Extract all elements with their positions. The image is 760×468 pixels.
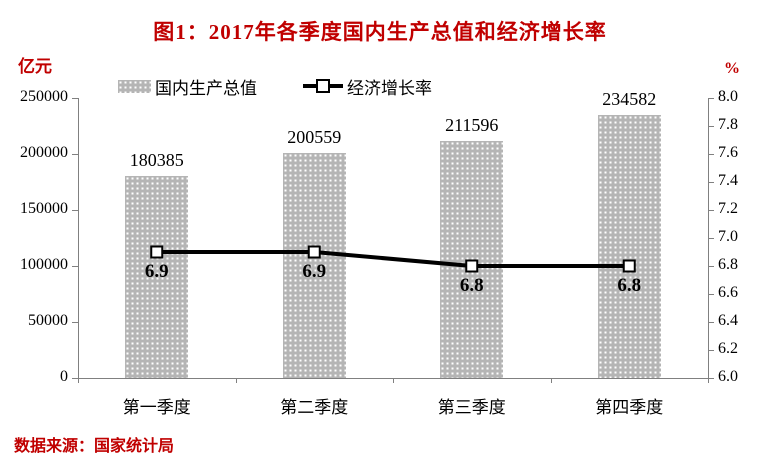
right-axis-tick (709, 322, 714, 323)
right-axis-tick-label: 7.6 (718, 144, 738, 161)
right-axis-tick-label: 6.6 (718, 284, 738, 301)
left-axis-tick (72, 98, 78, 99)
right-axis-tick-label: 6.8 (718, 256, 738, 273)
left-axis-tick-label: 150000 (20, 200, 68, 217)
x-axis-tick (550, 378, 552, 383)
left-axis-tick-label: 50000 (28, 312, 68, 329)
left-axis-tick-label: 100000 (20, 256, 68, 273)
right-axis-tick (709, 238, 714, 239)
line-marker-icon (150, 245, 164, 259)
right-axis-tick (709, 98, 714, 99)
bar-value-label: 180385 (129, 149, 184, 170)
left-axis-tick (72, 322, 78, 323)
x-axis-tick (235, 378, 237, 383)
right-axis-tick-label: 7.2 (718, 200, 738, 217)
left-axis-unit-label: 亿元 (18, 57, 52, 76)
bar (440, 141, 504, 378)
legend-label-growth-rate: 经济增长率 (347, 78, 432, 98)
x-category-label: 第四季度 (595, 398, 664, 417)
right-axis-tick-label: 6.0 (718, 368, 738, 385)
left-axis-tick (72, 266, 78, 267)
bar (597, 115, 661, 378)
x-category-label: 第三季度 (437, 398, 506, 417)
left-axis-tick (72, 154, 78, 155)
right-axis-tick (709, 126, 714, 127)
right-axis-unit-label: % (724, 60, 740, 77)
growth-rate-line (150, 245, 636, 273)
x-category-label: 第一季度 (122, 398, 191, 417)
bar-value-label: 200559 (287, 127, 342, 148)
bar (125, 175, 189, 378)
x-axis-tick (78, 378, 79, 383)
right-axis-tick-label: 7.8 (718, 116, 738, 133)
bar (282, 153, 346, 378)
legend-item-gdp: 国内生产总值 (118, 74, 257, 99)
left-axis-tick-label: 0 (60, 368, 68, 385)
line-marker-icon (465, 259, 479, 273)
growth-rate-data-label: 6.8 (617, 275, 642, 296)
right-axis-tick (709, 210, 714, 211)
right-axis-tick (709, 182, 714, 183)
data-source-note: 数据来源：国家统计局 (14, 438, 175, 455)
right-axis-tick-label: 6.2 (718, 340, 738, 357)
bar-value-label: 211596 (445, 115, 499, 135)
right-axis-tick (709, 266, 714, 267)
legend-item-growth-rate: 经济增长率 (303, 74, 432, 99)
right-axis-line (708, 98, 709, 379)
left-axis-tick-label: 200000 (20, 144, 68, 161)
left-axis-tick (72, 210, 78, 211)
x-category-label: 第二季度 (280, 398, 349, 417)
right-axis-tick (709, 378, 714, 379)
line-marker-icon (307, 245, 321, 259)
growth-rate-data-label: 6.8 (459, 275, 484, 296)
line-marker-icon (622, 259, 636, 273)
right-axis-tick-label: 7.0 (718, 228, 738, 245)
right-axis-tick (709, 294, 714, 295)
growth-rate-data-label: 6.9 (302, 261, 327, 282)
legend: 国内生产总值 经济增长率 (118, 74, 432, 99)
x-axis-tick (393, 378, 394, 383)
legend-label-gdp: 国内生产总值 (155, 78, 257, 98)
plot-area (72, 98, 714, 383)
bar-value-label: 234582 (602, 89, 657, 110)
right-axis-tick (709, 350, 714, 351)
growth-line-swatch-icon (303, 79, 343, 93)
growth-rate-data-label: 6.9 (144, 261, 169, 282)
left-axis-tick-label: 250000 (20, 88, 68, 105)
right-axis-tick-label: 6.4 (718, 312, 738, 329)
left-axis-tick (72, 378, 78, 379)
left-axis-line (78, 98, 79, 379)
x-axis-tick (708, 378, 709, 383)
right-axis-tick-label: 8.0 (718, 88, 738, 105)
right-axis-tick-label: 7.4 (718, 172, 738, 189)
right-axis-tick (709, 154, 714, 155)
chart-title: 图1：2017年各季度国内生产总值和经济增长率 (153, 20, 607, 44)
gdp-bar-swatch-icon (118, 79, 151, 93)
